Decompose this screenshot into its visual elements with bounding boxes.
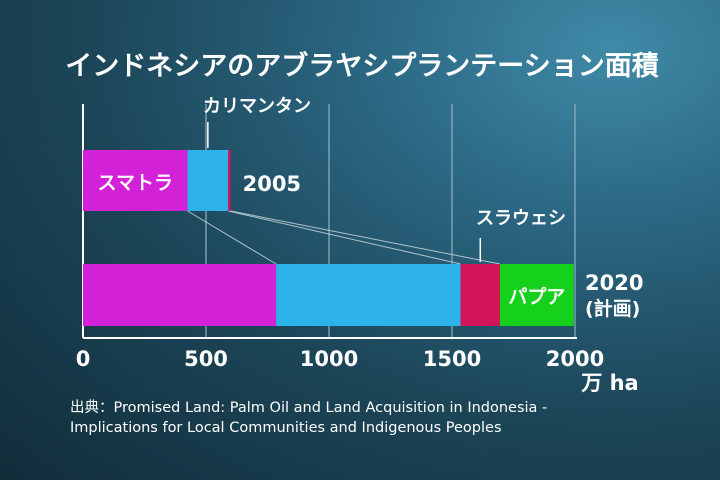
series-label-sumatra: スマトラ [98,172,173,194]
source-line-2: Implications for Local Communities and I… [70,420,502,436]
series-label-kalimantan: カリマンタン [203,96,311,117]
category-label-2020-line-1: (計画) [585,297,640,320]
x-axis-unit-label: 万 ha [580,371,638,395]
grid-lines [82,104,577,339]
bar-2005-series-1 [187,150,229,211]
connector-line-3 [230,210,501,265]
connector-line-2 [228,210,461,265]
x-tick-label-500: 500 [184,347,228,371]
connector-lines [187,210,501,265]
bar-2005-series-0 [83,150,188,211]
bar-2020-series-3 [499,264,574,326]
category-label-2005-line-0: 2005 [243,172,301,196]
series-label-sulawesi: スラウェシ [476,208,566,229]
bar-2020-series-2 [460,264,500,326]
x-tick-label-1500: 1500 [423,347,481,371]
source-line-1: 出典：Promised Land: Palm Oil and Land Acqu… [70,400,548,416]
x-tick-label-2000: 2000 [546,347,604,371]
x-tick-label-1000: 1000 [300,347,358,371]
bars [83,150,574,326]
connector-line-1 [187,210,277,265]
source-citation: 出典：Promised Land: Palm Oil and Land Acqu… [70,398,690,438]
category-label-2020-line-0: 2020 [585,271,643,295]
bar-2005-series-2 [228,150,231,211]
chart-title: インドネシアのアブラヤシプランテーション面積 [65,50,658,82]
x-tick-label-0: 0 [76,347,91,371]
bar-2020-series-0 [83,264,277,326]
series-label-papua: パプア [508,285,565,308]
bar-2020-series-1 [276,264,461,326]
